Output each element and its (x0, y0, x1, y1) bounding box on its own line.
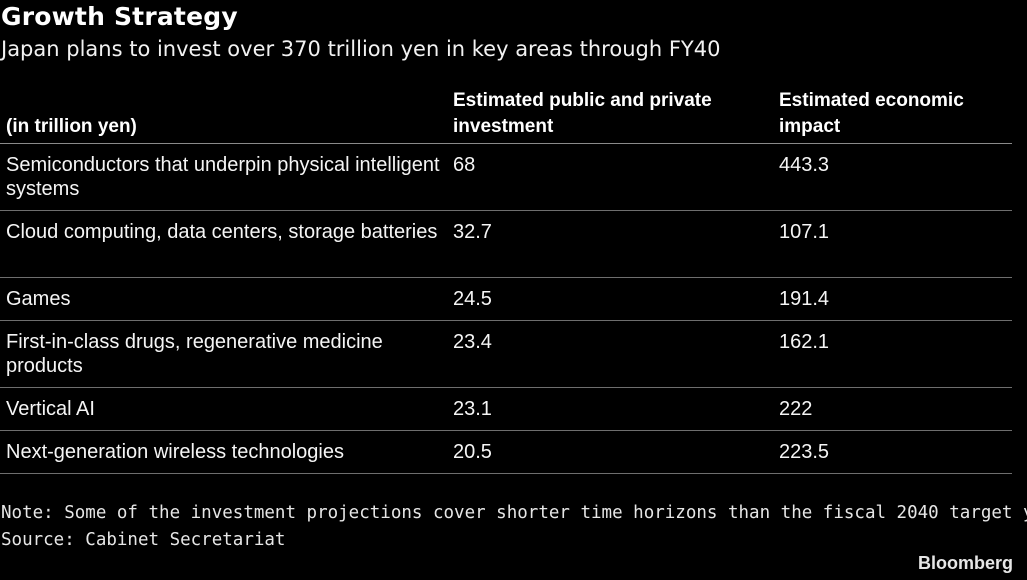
table-header-row: (in trillion yen) Estimated public and p… (0, 88, 1012, 144)
table-row: Next-generation wireless technologies 20… (0, 430, 1012, 474)
column-header-investment: Estimated public and private investment (448, 88, 774, 144)
investment-value: 68 (448, 143, 774, 211)
investment-value: 32.7 (448, 210, 774, 278)
impact-value: 191.4 (774, 277, 1012, 321)
investment-table: (in trillion yen) Estimated public and p… (0, 88, 1012, 474)
footnote: Note: Some of the investment projections… (1, 500, 1027, 554)
impact-value: 222 (774, 387, 1012, 431)
impact-value: 223.5 (774, 430, 1012, 474)
source-text: Source: Cabinet Secretariat (1, 530, 286, 550)
note-text: Note: Some of the investment projections… (1, 503, 1027, 523)
impact-value: 443.3 (774, 143, 1012, 211)
row-label: Cloud computing, data centers, storage b… (0, 210, 448, 278)
table-row: First-in-class drugs, regenerative medic… (0, 320, 1012, 388)
investment-value: 23.4 (448, 320, 774, 388)
table-row: Games 24.5 191.4 (0, 277, 1012, 321)
chart-subtitle: Japan plans to invest over 370 trillion … (1, 37, 721, 61)
row-label: Games (0, 277, 448, 321)
column-header-unit: (in trillion yen) (0, 88, 448, 144)
investment-value: 24.5 (448, 277, 774, 321)
row-label: First-in-class drugs, regenerative medic… (0, 320, 448, 388)
table-row: Cloud computing, data centers, storage b… (0, 210, 1012, 278)
chart-title: Growth Strategy (1, 2, 238, 31)
impact-value: 162.1 (774, 320, 1012, 388)
table-row: Vertical AI 23.1 222 (0, 387, 1012, 431)
table-row: Semiconductors that underpin physical in… (0, 143, 1012, 211)
row-label: Vertical AI (0, 387, 448, 431)
investment-value: 20.5 (448, 430, 774, 474)
row-label: Semiconductors that underpin physical in… (0, 143, 448, 211)
bloomberg-logo: Bloomberg (917, 553, 1013, 573)
investment-value: 23.1 (448, 387, 774, 431)
row-label: Next-generation wireless technologies (0, 430, 448, 474)
impact-value: 107.1 (774, 210, 1012, 278)
column-header-impact: Estimated economic impact (774, 88, 1012, 144)
